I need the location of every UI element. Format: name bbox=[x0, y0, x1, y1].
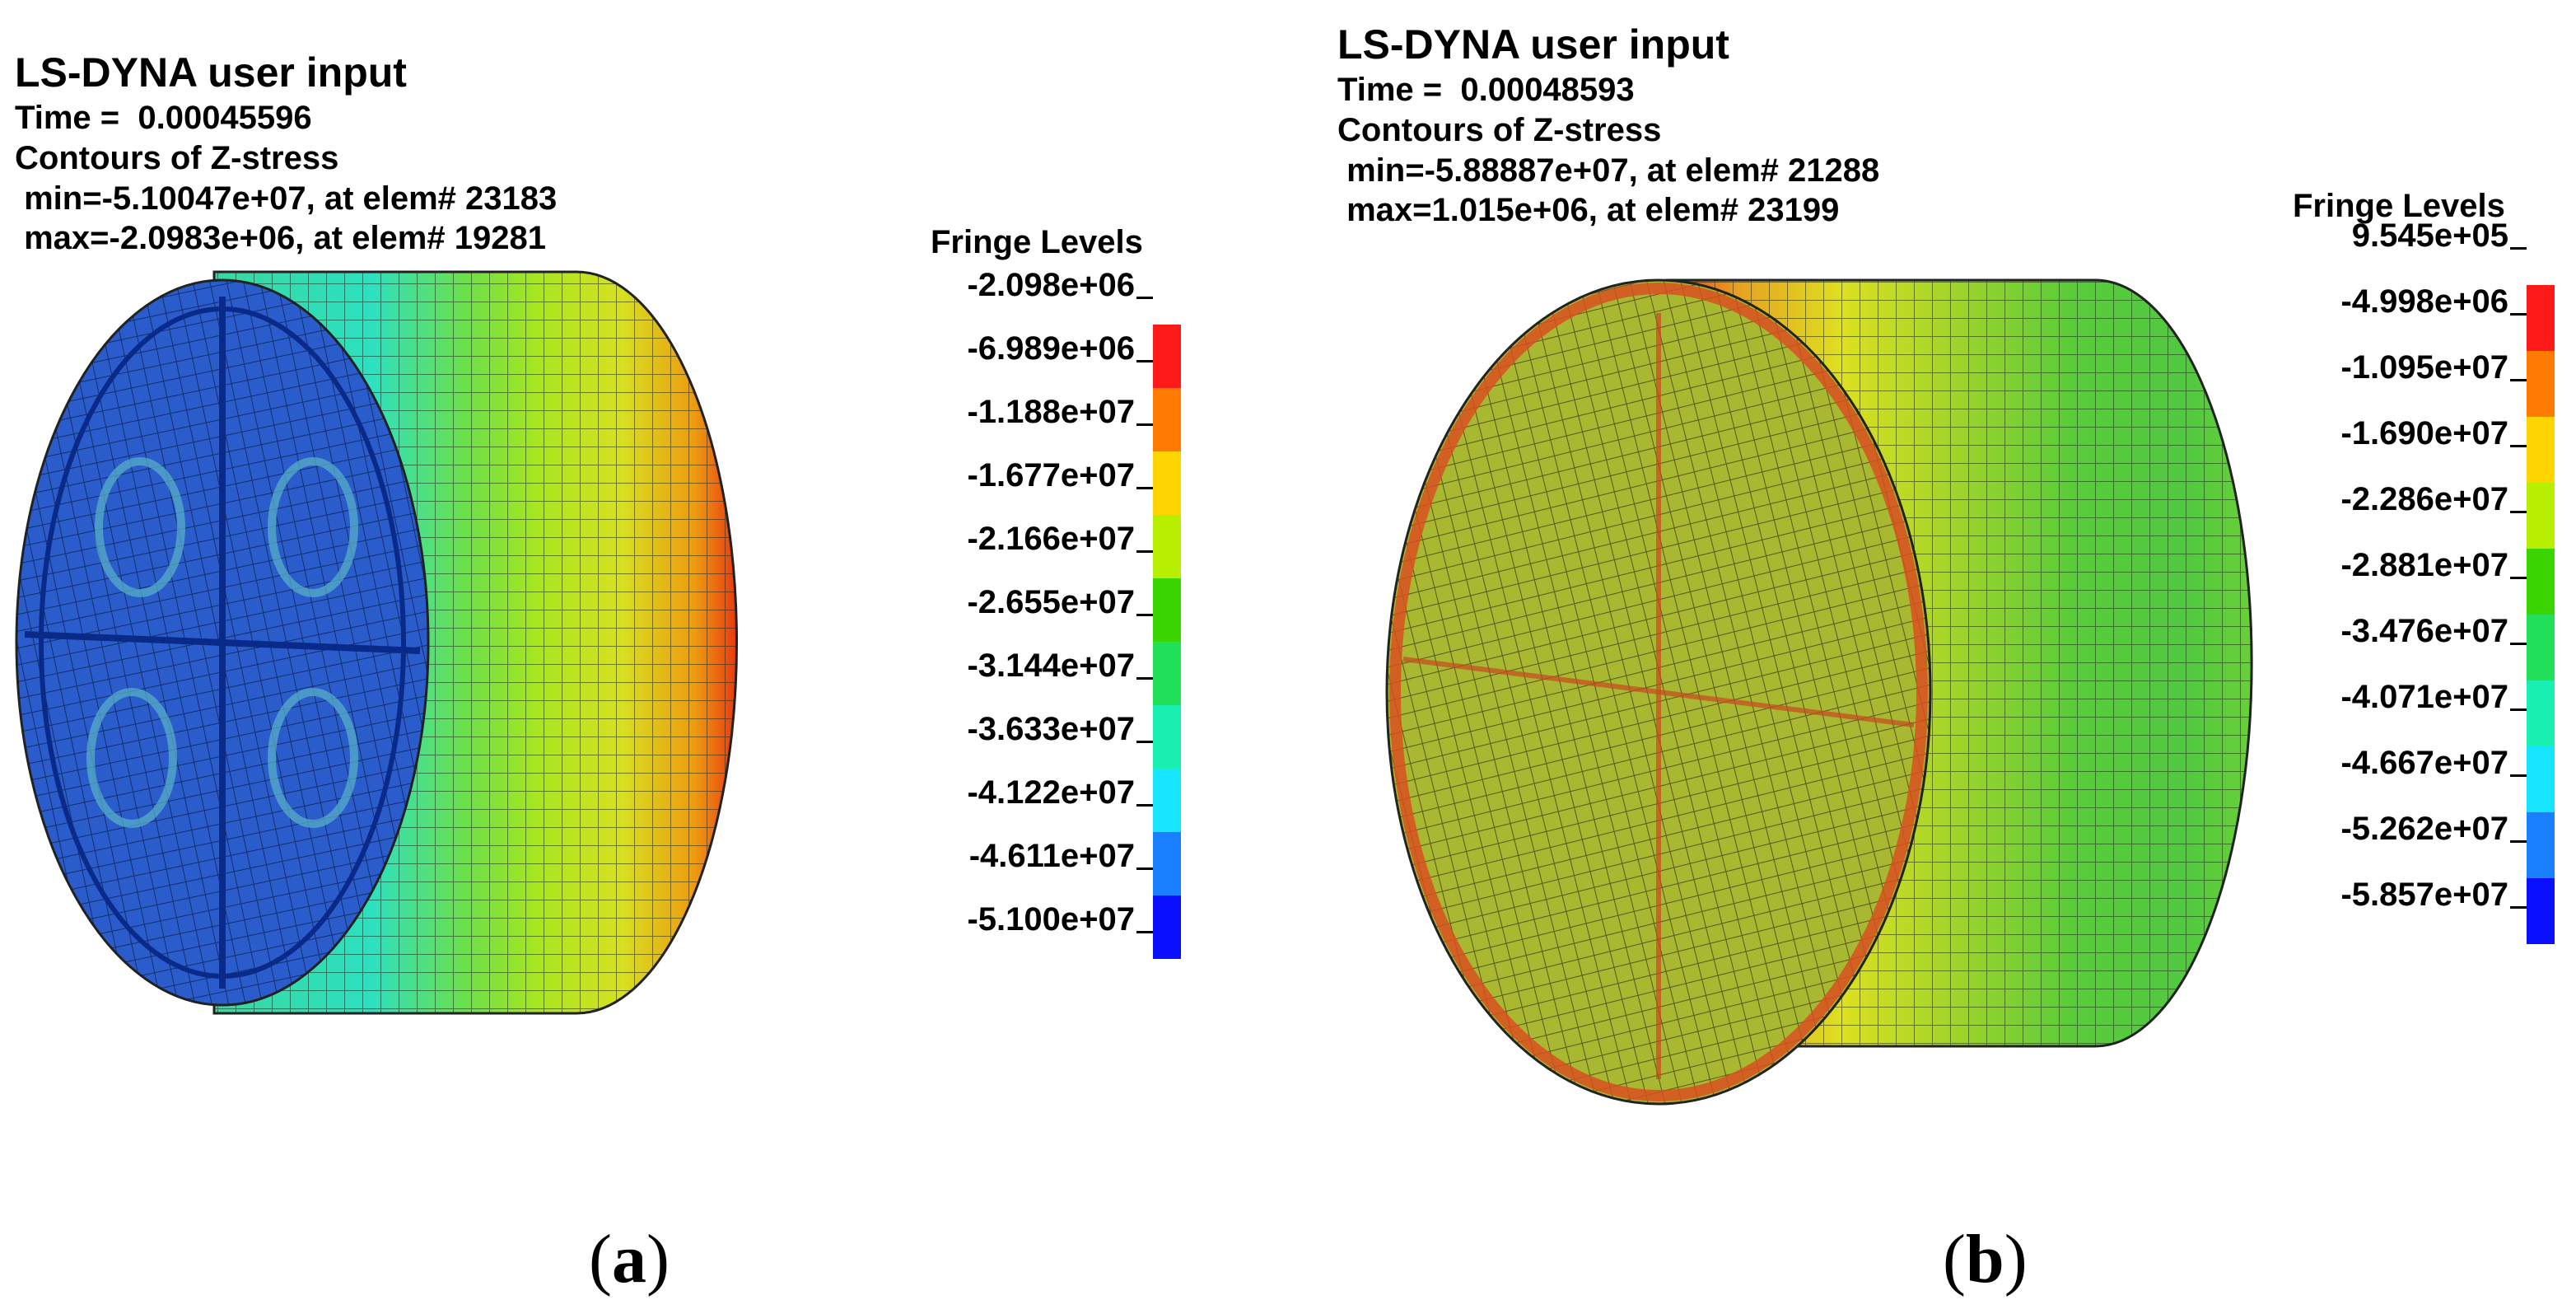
panel-b-cylinder-mesh bbox=[1385, 278, 2253, 1106]
fringe-level-label: -4.071e+07 bbox=[2340, 679, 2508, 715]
fringe-level-label: -5.262e+07 bbox=[2340, 811, 2508, 847]
fringe-color-segment bbox=[1153, 325, 1181, 388]
fringe-level-label: -3.476e+07 bbox=[2340, 613, 2508, 649]
fringe-color-segment bbox=[2527, 285, 2555, 351]
panel-a-fringe-legend: -2.098e+06 -6.989e+06 -1.188e+07 -1.677e+07… bbox=[917, 267, 1181, 964]
fringe-level-tick bbox=[2510, 577, 2527, 579]
fringe-color-segment bbox=[2527, 483, 2555, 549]
fringe-level-tick bbox=[2510, 445, 2527, 447]
fringe-level-tick bbox=[1136, 423, 1153, 426]
fringe-level-tick bbox=[1136, 804, 1153, 807]
fringe-level-label: -2.881e+07 bbox=[2340, 547, 2508, 583]
fringe-color-segment bbox=[2527, 812, 2555, 878]
fringe-color-segment bbox=[2527, 615, 2555, 680]
fringe-color-bar bbox=[1153, 325, 1181, 959]
panel-b-min: min=-5.88887e+07, at elem# 21288 bbox=[1337, 152, 1880, 189]
fringe-level-tick bbox=[2510, 247, 2527, 250]
fringe-level-label: -4.667e+07 bbox=[2340, 745, 2508, 781]
fringe-color-segment bbox=[1153, 451, 1181, 515]
panel-b-fringe-legend: 9.545e+05 -4.998e+06 -1.095e+07 -1.690e+07 -… bbox=[2291, 217, 2555, 947]
fringe-level-label: -4.122e+07 bbox=[967, 774, 1135, 811]
fringe-level-tick bbox=[1136, 360, 1153, 362]
panel-b: LS-DYNA user input Time = 0.00048593 Con… bbox=[1288, 0, 2576, 1314]
fringe-color-segment bbox=[1153, 578, 1181, 642]
panel-a-title: LS-DYNA user input bbox=[15, 49, 407, 96]
fringe-level-label: 9.545e+05 bbox=[2351, 217, 2508, 254]
fringe-level-tick bbox=[2510, 511, 2527, 513]
fringe-color-segment bbox=[1153, 642, 1181, 705]
fringe-level-tick bbox=[2510, 313, 2527, 316]
panel-a-legend-title: Fringe Levels bbox=[931, 224, 1143, 260]
panel-b-max: max=1.015e+06, at elem# 23199 bbox=[1337, 192, 1840, 229]
fringe-level-label: -4.998e+06 bbox=[2340, 283, 2508, 320]
fringe-level-tick bbox=[2510, 643, 2527, 645]
fringe-level-tick bbox=[2510, 708, 2527, 711]
panel-a-cylinder-mesh bbox=[15, 270, 739, 1015]
fringe-level-tick bbox=[1136, 741, 1153, 743]
fringe-level-label: -5.100e+07 bbox=[967, 901, 1135, 938]
fringe-level-label: -4.611e+07 bbox=[968, 838, 1135, 874]
fringe-color-segment bbox=[1153, 832, 1181, 895]
panel-a-min: min=-5.10047e+07, at elem# 23183 bbox=[15, 180, 558, 217]
fringe-level-label: -2.655e+07 bbox=[967, 584, 1135, 620]
fringe-level-label: -1.690e+07 bbox=[2340, 415, 2508, 451]
fringe-level-label: -1.095e+07 bbox=[2340, 349, 2508, 386]
fringe-level-label: -1.188e+07 bbox=[967, 394, 1135, 430]
fringe-color-segment bbox=[1153, 388, 1181, 451]
fringe-color-segment bbox=[2527, 549, 2555, 615]
fringe-level-label: -2.098e+06 bbox=[967, 267, 1135, 303]
fringe-level-label: -3.144e+07 bbox=[967, 648, 1135, 684]
panel-b-caption: (b) bbox=[1943, 1221, 2028, 1298]
fringe-level-tick bbox=[1136, 550, 1153, 553]
fringe-color-segment bbox=[2527, 746, 2555, 812]
panel-a-time: Time = 0.00045596 bbox=[15, 100, 312, 136]
fringe-color-segment bbox=[1153, 895, 1181, 959]
fringe-level-tick bbox=[1136, 297, 1153, 299]
fringe-color-segment bbox=[2527, 878, 2555, 944]
fringe-level-label: -6.989e+06 bbox=[967, 330, 1135, 367]
panel-a-contours: Contours of Z-stress bbox=[15, 139, 339, 176]
fringe-color-segment bbox=[2527, 417, 2555, 483]
fringe-color-bar bbox=[2527, 285, 2555, 944]
panel-b-time: Time = 0.00048593 bbox=[1337, 72, 1635, 108]
fringe-color-segment bbox=[2527, 351, 2555, 417]
fringe-color-segment bbox=[2527, 680, 2555, 746]
fringe-color-segment bbox=[1153, 769, 1181, 832]
fringe-level-tick bbox=[1136, 867, 1153, 870]
fringe-level-label: -3.633e+07 bbox=[967, 711, 1135, 747]
fringe-level-label: -5.857e+07 bbox=[2340, 877, 2508, 913]
fringe-level-tick bbox=[2510, 774, 2527, 777]
fringe-level-tick bbox=[1136, 677, 1153, 680]
fringe-level-label: -2.166e+07 bbox=[967, 521, 1135, 557]
fringe-level-tick bbox=[1136, 931, 1153, 933]
panel-b-contours: Contours of Z-stress bbox=[1337, 111, 1662, 148]
panel-b-legend-title: Fringe Levels bbox=[2293, 188, 2505, 224]
fringe-level-tick bbox=[1136, 614, 1153, 616]
fringe-level-tick bbox=[2510, 840, 2527, 843]
fringe-color-segment bbox=[1153, 705, 1181, 769]
fringe-color-segment bbox=[1153, 515, 1181, 578]
panel-a: LS-DYNA user input Time = 0.00045596 Con… bbox=[15, 48, 1181, 1298]
fringe-level-label: -1.677e+07 bbox=[967, 457, 1135, 493]
panel-b-title: LS-DYNA user input bbox=[1337, 21, 1729, 68]
panel-a-max: max=-2.0983e+06, at elem# 19281 bbox=[15, 220, 546, 257]
fringe-level-label: -2.286e+07 bbox=[2340, 481, 2508, 517]
fringe-level-tick bbox=[1136, 487, 1153, 489]
fringe-level-tick bbox=[2510, 906, 2527, 909]
panel-a-header: LS-DYNA user input Time = 0.00045596 Con… bbox=[15, 48, 557, 259]
fringe-level-tick bbox=[2510, 379, 2527, 381]
panel-b-header: LS-DYNA user input Time = 0.00048593 Con… bbox=[1337, 20, 1879, 231]
panel-a-caption: (a) bbox=[589, 1221, 670, 1298]
